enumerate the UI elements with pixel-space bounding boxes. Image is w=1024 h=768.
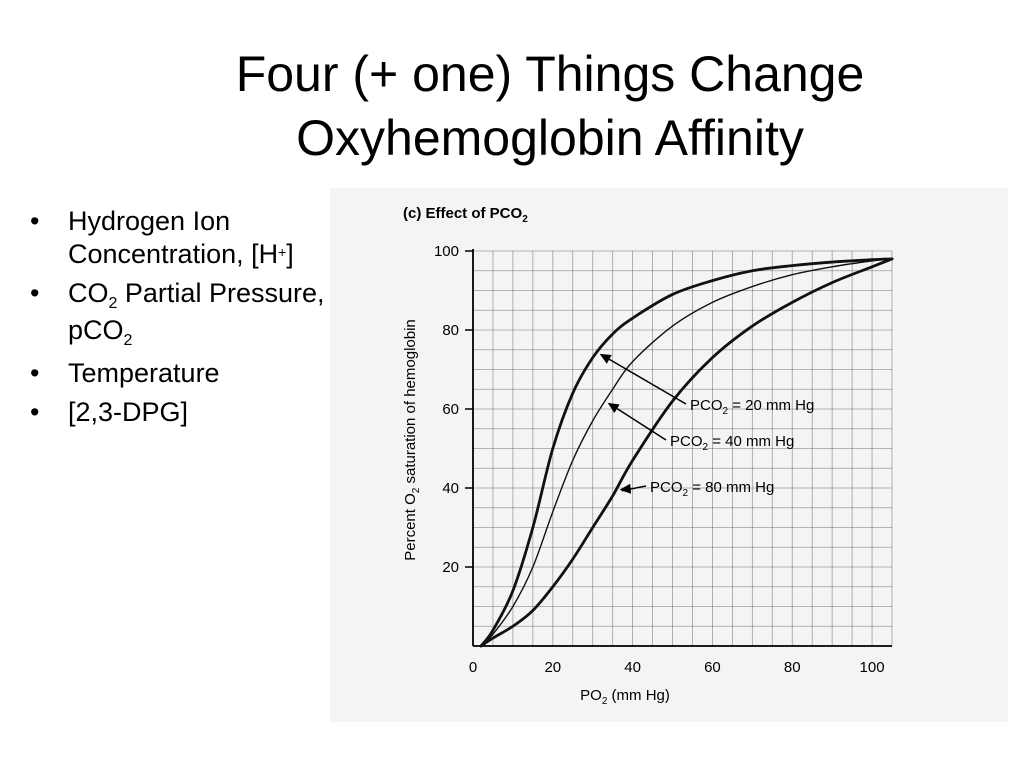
x-tick-label: 20	[544, 659, 561, 676]
series-label-1: PCO2 = 20 mm Hg	[690, 397, 814, 417]
bullet-text: CO	[68, 278, 109, 308]
annotation-arrow-line	[601, 354, 687, 405]
bullet-subscript-2: 2	[123, 332, 133, 349]
x-tick-label: 80	[784, 659, 801, 676]
oxyhemoglobin-chart: 0 20 40 60 80 100 20 40 60 80 100 PCO2 = 20 mm Hg P…	[402, 205, 894, 707]
y-tick-label: 100	[434, 243, 459, 260]
x-tick-label: 100	[860, 659, 885, 676]
chart-title: (c) Effect of PCO2	[403, 205, 528, 225]
bullet-text: Temperature	[68, 358, 220, 388]
x-axis-label: PO2 (mm Hg)	[580, 687, 670, 707]
slide-title-line-2: Oxyhemoglobin Affinity	[296, 110, 804, 166]
annotation-arrow-head	[619, 483, 632, 494]
x-tick-label: 0	[469, 659, 477, 676]
y-axis-label: Percent O2 saturation of hemoglobin	[402, 319, 422, 561]
bullet-item-co2: CO2 Partial Pressure, pCO2	[28, 277, 328, 351]
bullet-subscript: 2	[108, 295, 118, 312]
bullet-text-mid: Partial Pressure, pCO	[68, 278, 325, 345]
slide-title-line-1: Four (+ one) Things Change	[235, 46, 865, 102]
bullet-list: Hydrogen Ion Concentration, [H+] CO2 Par…	[28, 205, 328, 435]
bullet-text: [2,3-DPG]	[68, 397, 189, 427]
series-line-3	[479, 257, 894, 648]
bullet-item-temperature: Temperature	[28, 357, 328, 390]
chart-figure: 0 20 40 60 80 100 20 40 60 80 100 PCO2 = 20 mm Hg P…	[330, 188, 1008, 722]
series-label-2: PCO2 = 40 mm Hg	[670, 433, 794, 453]
annotation-arrow-line	[609, 403, 667, 441]
x-tick-label: 60	[704, 659, 721, 676]
bullet-text: Hydrogen Ion Concentration, [H	[68, 206, 279, 269]
y-tick-label: 60	[442, 401, 459, 418]
bullet-item-dpg: [2,3-DPG]	[28, 396, 328, 429]
y-tick-label: 20	[442, 559, 459, 576]
series-line-1	[479, 257, 894, 648]
series-label-3: PCO2 = 80 mm Hg	[650, 479, 774, 499]
annotation-arrow-head	[599, 353, 612, 364]
annotation-arrow-head	[607, 402, 620, 413]
slide-title: Four (+ one) Things Change Oxyhemoglobin…	[120, 42, 980, 170]
x-tick-label: 40	[624, 659, 641, 676]
series-line-2	[480, 258, 893, 647]
y-tick-label: 40	[442, 480, 459, 497]
y-tick-label: 80	[442, 322, 459, 339]
bullet-superscript: +	[278, 244, 287, 260]
bullet-item-hydrogen-ion: Hydrogen Ion Concentration, [H+]	[28, 205, 328, 271]
bullet-text-end: ]	[286, 239, 294, 269]
